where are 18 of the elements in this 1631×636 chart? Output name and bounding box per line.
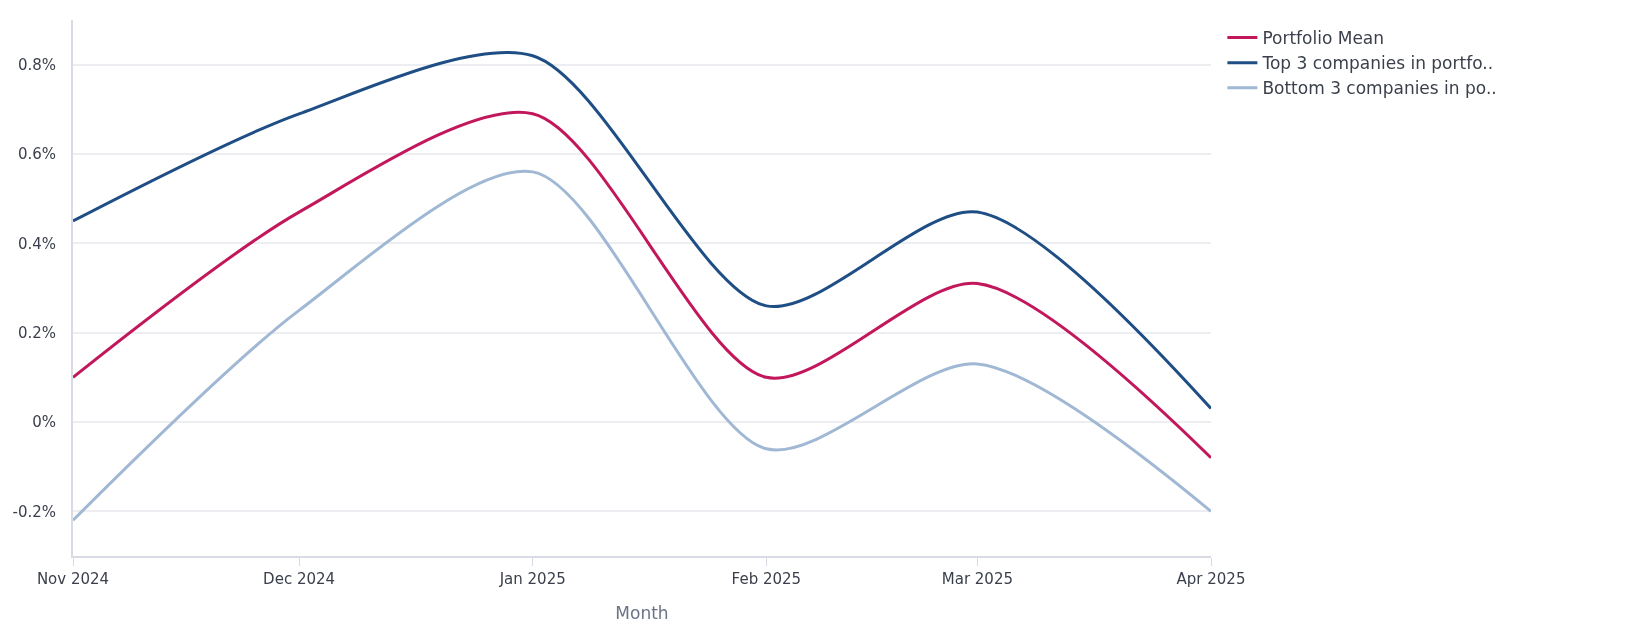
- x-tick-label: Dec 2024: [263, 570, 336, 588]
- y-tick-label: 0.8%: [17, 55, 56, 74]
- x-axis-title: Month: [615, 602, 669, 623]
- x-tick-label: Nov 2024: [36, 570, 110, 588]
- x-tick-label: Feb 2025: [731, 570, 802, 588]
- y-tick-label: 0%: [32, 413, 56, 432]
- x-tick-label: Mar 2025: [941, 570, 1013, 588]
- y-tick-label: -0.2%: [12, 502, 56, 521]
- line-series: [73, 111, 1211, 460]
- y-tick-label: 0.2%: [17, 323, 56, 342]
- legend-label: Top 3 companies in portfo..: [1261, 53, 1494, 74]
- legend-label: Portfolio Mean: [1262, 28, 1385, 49]
- y-tick-label: 0.4%: [17, 234, 56, 253]
- legend-label: Bottom 3 companies in po..: [1262, 78, 1497, 99]
- line-series: [73, 170, 1211, 522]
- x-tick-label: Jan 2025: [498, 570, 566, 588]
- x-tick-label: Apr 2025: [1176, 570, 1246, 588]
- y-tick-label: 0.6%: [17, 145, 56, 164]
